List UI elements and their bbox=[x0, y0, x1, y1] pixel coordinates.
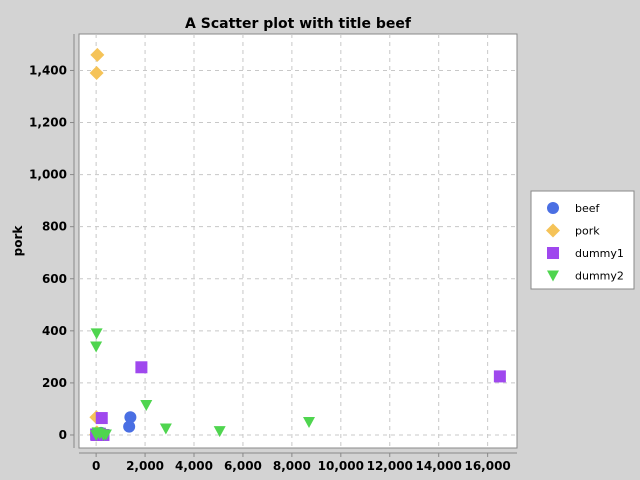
legend-marker-beef bbox=[547, 202, 559, 214]
legend-marker-pork bbox=[546, 223, 560, 238]
dummy2-point bbox=[90, 328, 103, 340]
y-tick-label: 800 bbox=[42, 220, 67, 234]
y-tick-label: 400 bbox=[42, 324, 67, 338]
legend-label-pork: pork bbox=[575, 225, 600, 238]
x-tick-label: 6,000 bbox=[224, 459, 262, 473]
legend-marker-dummy2 bbox=[547, 270, 559, 282]
pork-point bbox=[89, 66, 104, 81]
dummy2-point bbox=[99, 429, 112, 441]
dummy2-point bbox=[303, 416, 316, 428]
tick-labels: 0 2,000 4,000 6,000 8,000 10,000 12,000 14,000 1… bbox=[29, 63, 511, 473]
dummy1-point bbox=[493, 370, 506, 383]
y-tick-label: 1,400 bbox=[29, 63, 67, 77]
dummy2-point bbox=[140, 400, 153, 412]
grid-lines bbox=[79, 34, 517, 448]
y-axis-label: pork bbox=[11, 225, 25, 257]
x-tick-label: 8,000 bbox=[273, 459, 311, 473]
x-tick-label: 2,000 bbox=[126, 459, 164, 473]
y-tick-label: 200 bbox=[42, 376, 67, 390]
y-tick-label: 1,200 bbox=[29, 116, 67, 130]
series-dummy2 bbox=[90, 328, 316, 441]
legend-label-dummy1: dummy1 bbox=[575, 247, 624, 260]
dummy2-point bbox=[90, 341, 103, 353]
x-tick-label: 14,000 bbox=[416, 459, 462, 473]
x-tick-label: 10,000 bbox=[318, 459, 364, 473]
axes bbox=[73, 34, 517, 454]
x-tick-label: 4,000 bbox=[175, 459, 213, 473]
legend-label-dummy2: dummy2 bbox=[575, 270, 624, 283]
legend: beef pork dummy1 dummy2 bbox=[530, 190, 635, 290]
dummy2-point bbox=[213, 426, 226, 438]
plot-area bbox=[78, 33, 518, 449]
x-tick-label: 12,000 bbox=[367, 459, 413, 473]
y-tick-label: 600 bbox=[42, 272, 67, 286]
beef-point bbox=[124, 411, 137, 424]
beef-point bbox=[123, 420, 136, 433]
legend-label-beef: beef bbox=[575, 202, 601, 215]
x-tick-label: 16,000 bbox=[464, 459, 510, 473]
legend-marker-dummy1 bbox=[547, 247, 559, 259]
dummy2-point bbox=[159, 423, 172, 435]
dummy1-point bbox=[135, 361, 148, 374]
y-tick-label: 0 bbox=[59, 428, 67, 442]
dummy2-point bbox=[90, 429, 103, 441]
pork-point bbox=[90, 47, 105, 62]
data-points bbox=[89, 47, 506, 442]
chart-title: A Scatter plot with title beef bbox=[185, 16, 412, 32]
x-tick-label: 0 bbox=[92, 459, 100, 473]
y-tick-label: 1,000 bbox=[29, 168, 67, 182]
dummy1-point bbox=[95, 412, 108, 425]
